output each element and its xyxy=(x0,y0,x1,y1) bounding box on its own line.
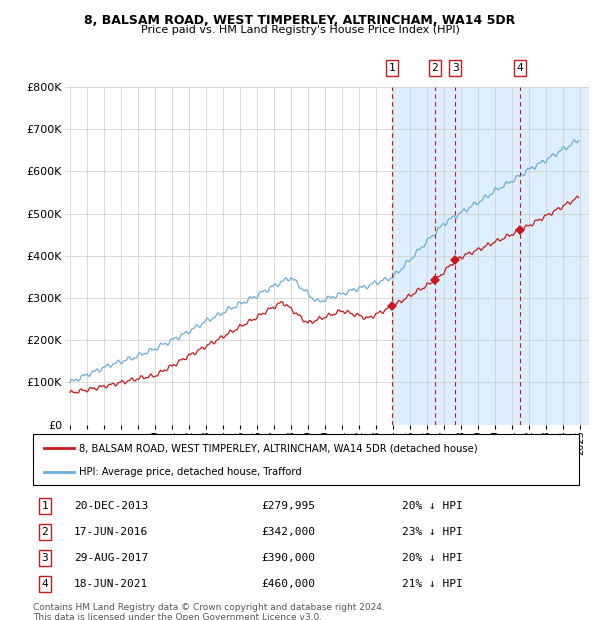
Text: 3: 3 xyxy=(41,553,49,563)
FancyBboxPatch shape xyxy=(33,434,579,485)
Text: HPI: Average price, detached house, Trafford: HPI: Average price, detached house, Traf… xyxy=(79,467,302,477)
Text: 20% ↓ HPI: 20% ↓ HPI xyxy=(402,553,463,563)
Text: £342,000: £342,000 xyxy=(261,527,315,537)
Text: 3: 3 xyxy=(452,63,458,73)
Text: 20-DEC-2013: 20-DEC-2013 xyxy=(74,501,148,511)
Text: 29-AUG-2017: 29-AUG-2017 xyxy=(74,553,148,563)
Text: 1: 1 xyxy=(389,63,396,73)
Text: 18-JUN-2021: 18-JUN-2021 xyxy=(74,579,148,589)
Text: 23% ↓ HPI: 23% ↓ HPI xyxy=(402,527,463,537)
Text: 4: 4 xyxy=(41,579,49,589)
Text: 2: 2 xyxy=(431,63,438,73)
Bar xyxy=(392,87,589,425)
Text: Contains HM Land Registry data © Crown copyright and database right 2024.
This d: Contains HM Land Registry data © Crown c… xyxy=(33,603,385,620)
Text: 8, BALSAM ROAD, WEST TIMPERLEY, ALTRINCHAM, WA14 5DR (detached house): 8, BALSAM ROAD, WEST TIMPERLEY, ALTRINCH… xyxy=(79,443,478,453)
Text: £279,995: £279,995 xyxy=(261,501,315,511)
Text: 21% ↓ HPI: 21% ↓ HPI xyxy=(402,579,463,589)
Text: Price paid vs. HM Land Registry's House Price Index (HPI): Price paid vs. HM Land Registry's House … xyxy=(140,25,460,35)
Text: 1: 1 xyxy=(41,501,49,511)
Text: 8, BALSAM ROAD, WEST TIMPERLEY, ALTRINCHAM, WA14 5DR: 8, BALSAM ROAD, WEST TIMPERLEY, ALTRINCH… xyxy=(85,14,515,27)
Text: 2: 2 xyxy=(41,527,49,537)
Text: £390,000: £390,000 xyxy=(261,553,315,563)
Text: £460,000: £460,000 xyxy=(261,579,315,589)
Text: 4: 4 xyxy=(517,63,523,73)
Text: 20% ↓ HPI: 20% ↓ HPI xyxy=(402,501,463,511)
Text: 17-JUN-2016: 17-JUN-2016 xyxy=(74,527,148,537)
